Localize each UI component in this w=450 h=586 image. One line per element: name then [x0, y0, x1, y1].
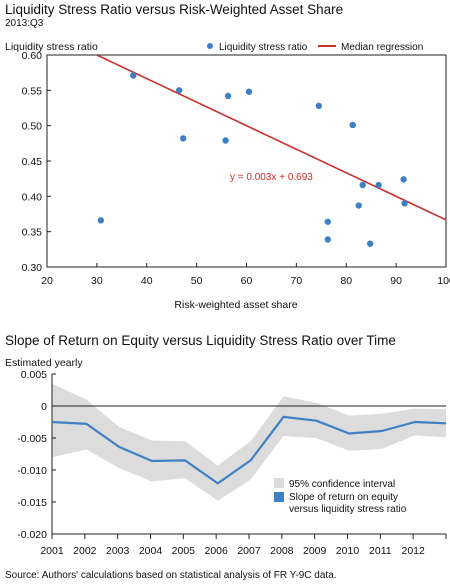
scatter-point — [355, 202, 362, 209]
scatter-point — [324, 236, 331, 243]
x-tick-label: 2003 — [106, 545, 130, 557]
legend-background — [264, 474, 444, 518]
scatter-point — [179, 135, 187, 142]
top-chart-ylabel: Liquidity stress ratio — [5, 41, 98, 53]
legend-swatch-slope — [274, 492, 284, 502]
scatter-point — [245, 88, 253, 95]
y-tick-label: 0.55 — [22, 85, 43, 97]
scatter-point — [222, 137, 229, 144]
scatter-point — [359, 181, 366, 189]
x-tick-label: 2012 — [401, 545, 425, 557]
legend-label-median-regression: Median regression — [341, 42, 423, 53]
x-tick-label: 80 — [340, 275, 352, 287]
slope-line — [51, 415, 447, 485]
y-tick-label: -0.005 — [17, 433, 47, 445]
regression-equation-label: y = 0.003x + 0.693 — [230, 172, 313, 183]
legend-label-confidence-interval: 95% confidence interval — [289, 479, 395, 490]
x-tick-label: 2008 — [270, 545, 294, 557]
top-chart-subtitle: 2013:Q3 — [5, 18, 44, 29]
y-tick-label: 0.45 — [22, 156, 43, 168]
scatter-point — [130, 72, 137, 79]
bottom-plot-area: 0.005 0 -0.005 -0.010 -0.015 -0.020 2001 2002 20… — [17, 369, 447, 557]
scatter-point — [175, 87, 183, 94]
y-tick-label: -0.020 — [17, 529, 47, 541]
scatter-point — [349, 121, 356, 129]
legend-label-liquidity-stress-ratio: Liquidity stress ratio — [219, 42, 308, 53]
y-tick-label: 0.40 — [22, 191, 43, 203]
x-tick-label: 50 — [191, 275, 203, 287]
x-tick-label: 2007 — [237, 545, 261, 557]
legend-label-slope-line2: versus liquidity stress ratio — [289, 504, 407, 515]
scatter-point — [324, 218, 331, 225]
x-tick-label: 2005 — [172, 545, 196, 557]
scatter-point — [224, 92, 232, 100]
top-chart-title: Liquidity Stress Ratio versus Risk-Weigh… — [5, 2, 343, 17]
x-tick-label: 2010 — [336, 545, 360, 557]
x-tick-label: 2011 — [369, 545, 392, 557]
y-tick-label: 0.60 — [22, 50, 43, 62]
scatter-point — [366, 240, 374, 247]
legend-label-slope: Slope of return on equity versus liquidi… — [289, 492, 407, 515]
bottom-chart-title: Slope of Return on Equity versus Liquidi… — [5, 333, 396, 348]
x-tick-label: 40 — [141, 275, 153, 287]
top-legend: Liquidity stress ratio Median regression — [207, 42, 423, 53]
bottom-chart-ylabel: Estimated yearly — [5, 357, 83, 369]
x-tick-label: 20 — [41, 275, 53, 287]
scatter-point — [400, 176, 407, 183]
y-tick-label: -0.010 — [17, 465, 47, 477]
x-tick-label: 2002 — [73, 545, 97, 557]
x-tick-label: 2006 — [204, 545, 228, 557]
y-tick-label: 0.35 — [22, 227, 43, 239]
y-tick-label: 0.005 — [21, 369, 47, 381]
y-tick-label: -0.015 — [17, 497, 47, 509]
scatter-point — [315, 102, 323, 110]
x-tick-label: 30 — [91, 275, 103, 287]
x-tick-label: 100 — [437, 275, 450, 287]
y-tick-label: 0.50 — [22, 121, 43, 133]
legend-marker-liquidity-stress-ratio — [207, 43, 213, 49]
x-tick-label: 2001 — [40, 545, 64, 557]
legend-swatch-confidence-interval — [274, 478, 284, 488]
scatter-point — [401, 200, 408, 207]
top-plot-frame — [46, 54, 447, 268]
x-tick-label: 90 — [390, 275, 402, 287]
scatter-point — [375, 181, 382, 189]
x-tick-label: 60 — [241, 275, 253, 287]
y-tick-label: 0.30 — [22, 262, 43, 274]
y-tick-label: 0 — [41, 401, 47, 413]
x-tick-label: 2004 — [139, 545, 163, 557]
source-note: Source: Authors' calculations based on s… — [5, 570, 337, 581]
x-tick-label: 70 — [291, 275, 303, 287]
top-chart-xlabel: Risk-weighted asset share — [174, 299, 297, 311]
regression-line — [96, 55, 446, 221]
confidence-band — [52, 383, 446, 501]
x-tick-label: 2009 — [303, 545, 327, 557]
legend-label-slope-line1: Slope of return on equity — [289, 492, 398, 503]
scatter-point — [97, 217, 105, 224]
bottom-legend: 95% confidence interval Slope of return … — [264, 474, 444, 518]
